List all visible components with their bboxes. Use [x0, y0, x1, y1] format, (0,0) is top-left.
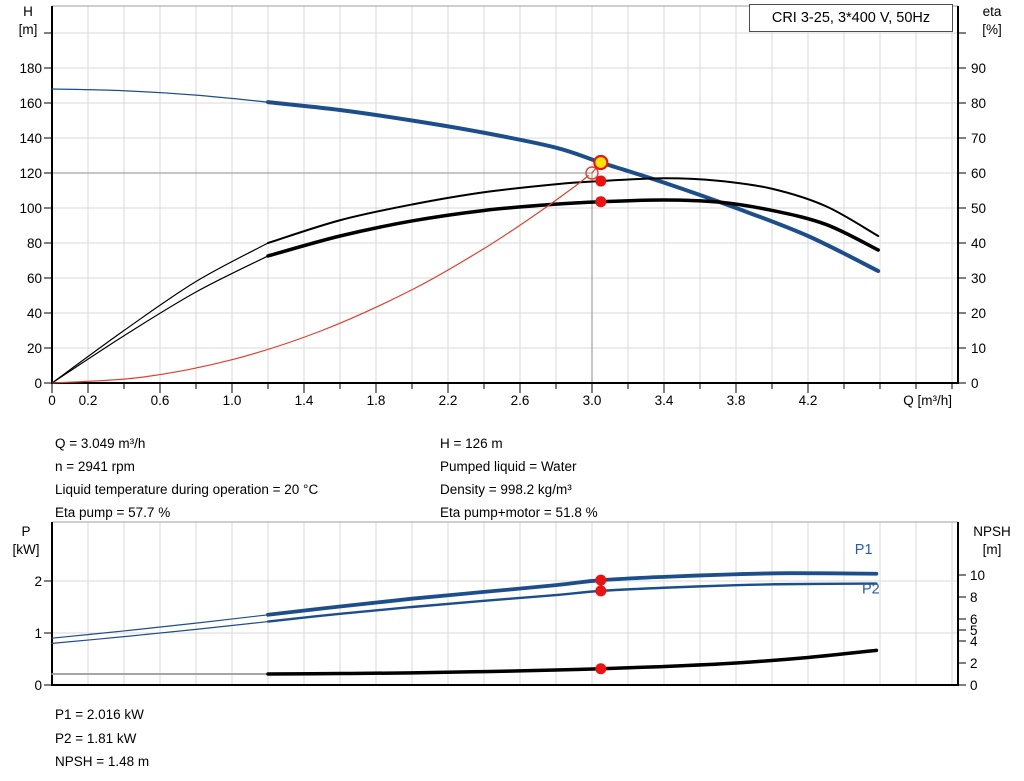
h-axis-label: H [m]	[10, 3, 46, 39]
svg-text:40: 40	[27, 306, 42, 321]
info-p1: P1 = 2.016 kW	[55, 707, 144, 722]
svg-text:4: 4	[970, 634, 978, 649]
p-axis-label-line1: P	[21, 524, 31, 539]
npsh-axis-label-line2: [m]	[982, 542, 1002, 557]
h-axis-label-line2: [m]	[18, 22, 38, 37]
svg-text:30: 30	[971, 271, 986, 286]
svg-text:4.2: 4.2	[799, 393, 818, 408]
svg-text:5: 5	[970, 623, 978, 638]
svg-text:P1: P1	[855, 542, 873, 558]
q-axis-label: Q [m³/h]	[903, 393, 952, 408]
svg-text:1.8: 1.8	[367, 393, 386, 408]
duty-info-left-column: Q = 3.049 m³/h n = 2941 rpm Liquid tempe…	[55, 432, 318, 524]
svg-text:1.0: 1.0	[223, 393, 242, 408]
h-axis-label-line1: H	[23, 4, 33, 19]
power-info-column: P1 = 2.016 kW P2 = 1.81 kW NPSH = 1.48 m	[55, 703, 149, 774]
svg-text:0: 0	[34, 678, 42, 693]
p-axis-label-line2: [kW]	[12, 542, 40, 557]
svg-text:3.4: 3.4	[655, 393, 674, 408]
svg-text:P2: P2	[862, 581, 880, 597]
svg-text:60: 60	[971, 166, 986, 181]
info-speed: n = 2941 rpm	[55, 459, 135, 474]
pump-title-box: CRI 3-25, 3*400 V, 50Hz	[749, 4, 953, 32]
svg-text:6: 6	[970, 612, 978, 627]
eta-axis-label: eta [%]	[966, 3, 1018, 39]
svg-text:100: 100	[19, 201, 42, 216]
npsh-axis-label: NPSH [m]	[962, 523, 1022, 559]
svg-text:20: 20	[971, 306, 986, 321]
svg-text:0: 0	[970, 678, 978, 693]
svg-text:40: 40	[971, 236, 986, 251]
info-q: Q = 3.049 m³/h	[55, 436, 146, 451]
svg-text:8: 8	[970, 590, 978, 605]
svg-text:2: 2	[970, 656, 978, 671]
p-axis-label: P [kW]	[4, 523, 48, 559]
info-density: Density = 998.2 kg/m³	[440, 482, 572, 497]
svg-text:2.2: 2.2	[439, 393, 458, 408]
info-eta-pump: Eta pump = 57.7 %	[55, 505, 171, 520]
svg-text:0: 0	[971, 376, 979, 391]
svg-text:160: 160	[19, 96, 42, 111]
svg-text:1: 1	[34, 626, 42, 641]
svg-text:80: 80	[971, 96, 986, 111]
svg-text:2: 2	[34, 574, 42, 589]
svg-text:10: 10	[970, 568, 985, 583]
svg-text:3.0: 3.0	[583, 393, 602, 408]
svg-text:0.2: 0.2	[79, 393, 98, 408]
svg-text:20: 20	[27, 341, 42, 356]
eta-axis-label-line2: [%]	[982, 22, 1002, 37]
svg-text:0.6: 0.6	[151, 393, 170, 408]
info-p2: P2 = 1.81 kW	[55, 730, 137, 746]
svg-text:90: 90	[971, 61, 986, 76]
svg-text:70: 70	[971, 131, 986, 146]
npsh-axis-label-line1: NPSH	[973, 524, 1011, 539]
svg-text:50: 50	[971, 201, 986, 216]
info-eta-pump-motor: Eta pump+motor = 51.8 %	[440, 505, 598, 520]
svg-text:10: 10	[971, 341, 986, 356]
info-head: H = 126 m	[440, 436, 503, 451]
svg-text:60: 60	[27, 271, 42, 286]
svg-text:180: 180	[19, 61, 42, 76]
svg-text:0: 0	[34, 376, 42, 391]
duty-info-right-column: H = 126 m Pumped liquid = Water Density …	[440, 432, 598, 524]
info-npsh: NPSH = 1.48 m	[55, 754, 150, 769]
svg-text:140: 140	[19, 131, 42, 146]
eta-axis-label-line1: eta	[982, 4, 1002, 19]
info-pumped-liquid: Pumped liquid = Water	[440, 459, 577, 474]
svg-text:80: 80	[27, 236, 42, 251]
svg-text:1.4: 1.4	[295, 393, 314, 408]
svg-text:0: 0	[48, 393, 56, 408]
svg-text:3.8: 3.8	[727, 393, 746, 408]
svg-text:2.6: 2.6	[511, 393, 530, 408]
info-liquid-temperature: Liquid temperature during operation = 20…	[55, 482, 319, 497]
svg-text:120: 120	[19, 166, 42, 181]
